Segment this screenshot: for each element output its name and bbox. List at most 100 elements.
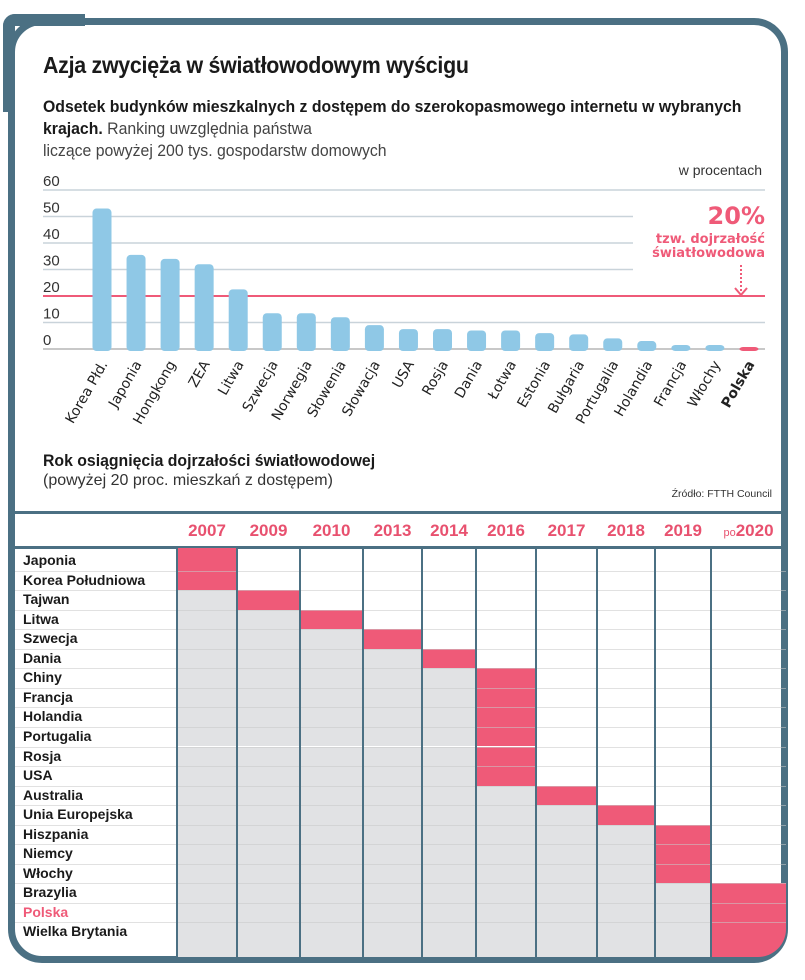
bar-18 <box>671 345 691 351</box>
not-reached-cell <box>177 883 237 903</box>
year-column-header: po2020 <box>711 521 786 541</box>
not-reached-cell <box>237 746 300 767</box>
country-row-label: Australia <box>23 786 83 803</box>
not-reached-cell <box>655 922 711 957</box>
not-reached-cell <box>536 883 597 903</box>
not-reached-cell <box>422 883 476 903</box>
country-row-label: Dania <box>23 649 62 666</box>
year-reached-cell <box>476 766 536 786</box>
not-reached-cell <box>237 648 300 669</box>
bar-12 <box>467 330 487 351</box>
not-reached-cell <box>363 726 422 747</box>
not-reached-cell <box>476 805 536 825</box>
column-separator <box>362 548 364 957</box>
bar-15 <box>569 334 589 351</box>
not-reached-cell <box>300 648 363 669</box>
source-note: Źródło: FTTH Council <box>671 488 772 500</box>
x-tick-label: Litwa <box>215 358 247 398</box>
not-reached-cell <box>177 707 237 727</box>
year-value: 2019 <box>664 521 702 540</box>
row-separator <box>15 863 786 865</box>
row-separator <box>15 766 786 768</box>
bar-13 <box>501 330 521 351</box>
not-reached-cell <box>300 707 363 727</box>
column-separator <box>535 548 537 957</box>
year-reached-cell <box>711 883 786 903</box>
year-value: 2018 <box>607 521 645 540</box>
row-separator <box>15 922 786 924</box>
bar-6 <box>262 313 282 351</box>
not-reached-cell <box>237 922 300 957</box>
year-reached-cell <box>711 902 786 923</box>
not-reached-cell <box>300 805 363 825</box>
bar-5 <box>228 289 248 351</box>
not-reached-cell <box>300 883 363 903</box>
year-reached-cell <box>476 707 536 727</box>
not-reached-cell <box>237 707 300 727</box>
arrow-down-icon <box>734 287 748 297</box>
year-column-header: 2013 <box>363 521 422 541</box>
not-reached-cell <box>422 824 476 845</box>
country-row-label: Rosja <box>23 747 62 764</box>
year-reached-cell <box>476 726 536 747</box>
not-reached-cell <box>177 648 237 669</box>
not-reached-cell <box>300 844 363 864</box>
not-reached-cell <box>300 746 363 767</box>
reference-label-line2: światłowodowa <box>652 246 765 261</box>
not-reached-cell <box>536 844 597 864</box>
not-reached-cell <box>597 844 655 864</box>
not-reached-cell <box>363 824 422 845</box>
not-reached-cell <box>177 805 237 825</box>
bar-chart: 0 10 20 30 40 50 60 20% tzw. dojrzałośćświatłowo… <box>43 173 765 427</box>
reference-value-label: 20% <box>708 202 765 230</box>
not-reached-cell <box>363 687 422 708</box>
not-reached-cell <box>363 922 422 957</box>
row-separator <box>15 844 786 846</box>
country-row-label: Brazylia <box>23 884 77 901</box>
year-reached-cell <box>177 570 237 591</box>
not-reached-cell <box>655 883 711 903</box>
not-reached-cell <box>536 805 597 825</box>
bar-17 <box>637 341 657 351</box>
year-reached-cell <box>476 746 536 767</box>
country-row-label: Chiny <box>23 669 62 686</box>
not-reached-cell <box>300 766 363 786</box>
chart-subtitle: Odsetek budynków mieszkalnych z dostępem… <box>43 96 750 162</box>
year-value: 2016 <box>487 521 525 540</box>
not-reached-cell <box>476 824 536 845</box>
x-tick-label: USA <box>390 358 419 391</box>
year-reached-cell <box>300 609 363 630</box>
not-reached-cell <box>655 902 711 923</box>
subtitle-regular: Ranking uwzględnia państwa <box>102 119 312 138</box>
bar-10 <box>398 329 418 351</box>
country-row-label: Polska <box>23 903 69 920</box>
table-subtitle: (powyżej 20 proc. mieszkań z dostępem) <box>43 472 333 489</box>
not-reached-cell <box>422 707 476 727</box>
not-reached-cell <box>300 668 363 688</box>
not-reached-cell <box>422 726 476 747</box>
not-reached-cell <box>363 805 422 825</box>
year-value: 2020 <box>735 521 774 540</box>
row-separator <box>15 687 786 689</box>
not-reached-cell <box>536 824 597 845</box>
country-row-label: Szwecja <box>23 630 78 647</box>
year-reached-cell <box>363 629 422 649</box>
not-reached-cell <box>177 687 237 708</box>
year-prefix: po <box>723 527 736 539</box>
not-reached-cell <box>177 609 237 630</box>
column-separator <box>475 548 477 957</box>
not-reached-cell <box>177 922 237 957</box>
year-reached-cell <box>476 668 536 688</box>
not-reached-cell <box>597 824 655 845</box>
row-separator <box>15 629 786 631</box>
not-reached-cell <box>363 766 422 786</box>
year-reached-cell <box>655 824 711 845</box>
subtitle-regular-2: liczące powyżej 200 tys. gospodarstw dom… <box>43 141 387 160</box>
not-reached-cell <box>363 844 422 864</box>
not-reached-cell <box>597 883 655 903</box>
year-table: Japonia Korea Południowa Tajwan Litwa Szwecj… <box>15 548 786 957</box>
not-reached-cell <box>177 668 237 688</box>
frame-accent <box>3 14 85 26</box>
year-value: 2010 <box>312 521 351 540</box>
not-reached-cell <box>237 766 300 786</box>
